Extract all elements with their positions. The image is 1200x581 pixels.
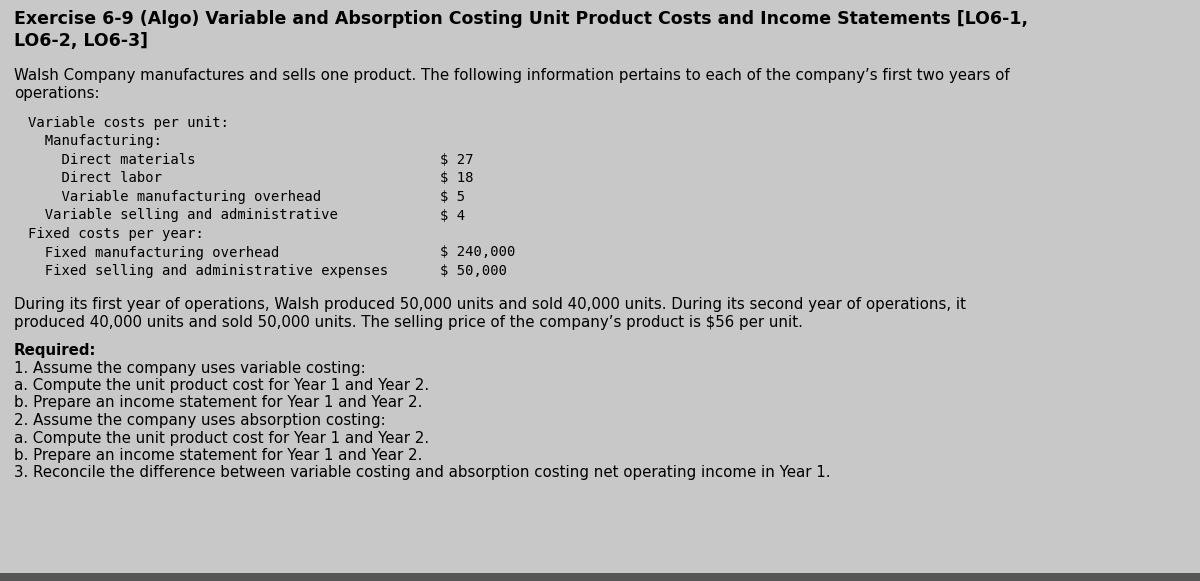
Text: produced 40,000 units and sold 50,000 units. The selling price of the company’s : produced 40,000 units and sold 50,000 un… — [14, 314, 803, 329]
Text: $ 4: $ 4 — [440, 209, 466, 223]
Text: Direct materials: Direct materials — [28, 153, 196, 167]
Text: Manufacturing:: Manufacturing: — [28, 134, 162, 149]
Text: Direct labor: Direct labor — [28, 171, 162, 185]
Text: Fixed selling and administrative expenses: Fixed selling and administrative expense… — [28, 264, 388, 278]
Text: b. Prepare an income statement for Year 1 and Year 2.: b. Prepare an income statement for Year … — [14, 396, 422, 411]
Text: During its first year of operations, Walsh produced 50,000 units and sold 40,000: During its first year of operations, Wal… — [14, 296, 966, 311]
Text: Fixed manufacturing overhead: Fixed manufacturing overhead — [28, 246, 280, 260]
Text: 3. Reconcile the difference between variable costing and absorption costing net : 3. Reconcile the difference between vari… — [14, 465, 830, 480]
Text: a. Compute the unit product cost for Year 1 and Year 2.: a. Compute the unit product cost for Yea… — [14, 378, 430, 393]
Text: b. Prepare an income statement for Year 1 and Year 2.: b. Prepare an income statement for Year … — [14, 448, 422, 463]
Text: Variable selling and administrative: Variable selling and administrative — [28, 209, 338, 223]
Text: Required:: Required: — [14, 343, 96, 357]
Text: $ 5: $ 5 — [440, 190, 466, 204]
Text: Variable manufacturing overhead: Variable manufacturing overhead — [28, 190, 322, 204]
Text: operations:: operations: — [14, 86, 100, 101]
Text: $ 18: $ 18 — [440, 171, 474, 185]
Text: $ 50,000: $ 50,000 — [440, 264, 508, 278]
Text: LO6-2, LO6-3]: LO6-2, LO6-3] — [14, 32, 148, 50]
Text: Walsh Company manufactures and sells one product. The following information pert: Walsh Company manufactures and sells one… — [14, 68, 1009, 83]
Text: 2. Assume the company uses absorption costing:: 2. Assume the company uses absorption co… — [14, 413, 385, 428]
Text: 1. Assume the company uses variable costing:: 1. Assume the company uses variable cost… — [14, 360, 366, 375]
Text: a. Compute the unit product cost for Year 1 and Year 2.: a. Compute the unit product cost for Yea… — [14, 431, 430, 446]
Bar — [0, 573, 1200, 581]
Text: Fixed costs per year:: Fixed costs per year: — [28, 227, 204, 241]
Text: Variable costs per unit:: Variable costs per unit: — [28, 116, 229, 130]
Text: Exercise 6-9 (Algo) Variable and Absorption Costing Unit Product Costs and Incom: Exercise 6-9 (Algo) Variable and Absorpt… — [14, 10, 1028, 28]
Text: $ 240,000: $ 240,000 — [440, 246, 515, 260]
Text: $ 27: $ 27 — [440, 153, 474, 167]
